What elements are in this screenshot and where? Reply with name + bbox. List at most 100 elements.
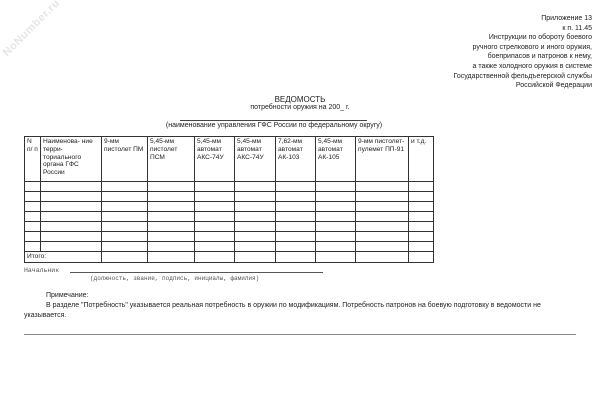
table-cell xyxy=(275,251,316,263)
table-cell xyxy=(147,201,195,212)
total-label: Итого: xyxy=(24,251,102,263)
table-cell xyxy=(315,201,356,212)
table-cell xyxy=(234,181,276,192)
table-cell xyxy=(315,191,356,202)
table-header-row: N п/ п Наименова- ние терри- ториального… xyxy=(24,136,434,182)
table-cell xyxy=(101,251,148,263)
table-cell xyxy=(101,211,148,222)
column-header: N п/ п xyxy=(24,136,41,182)
table-cell xyxy=(234,211,276,222)
table-cell xyxy=(194,231,235,242)
table-cell xyxy=(315,241,356,252)
table-cell xyxy=(234,251,276,263)
table-cell xyxy=(194,191,235,202)
table-cell xyxy=(234,201,276,212)
table-row xyxy=(24,221,434,232)
document-title: ВЕДОМОСТЬ xyxy=(274,95,326,104)
org-name-line xyxy=(180,120,367,121)
table-cell xyxy=(147,191,195,202)
appendix-reference: Приложение 13 к п. 11.45 Инструкции по о… xyxy=(454,14,592,91)
table-cell xyxy=(24,201,41,212)
table-cell xyxy=(355,251,409,263)
table-cell xyxy=(147,231,195,242)
table-cell xyxy=(234,241,276,252)
appendix-line: к п. 11.45 xyxy=(562,24,592,32)
table-cell xyxy=(24,241,41,252)
table-cell xyxy=(147,211,195,222)
appendix-line: ручного стрелкового и иного оружия, xyxy=(472,43,592,51)
table-cell xyxy=(275,191,316,202)
column-header: 5,45-мм автомат АКС-74У xyxy=(194,136,235,182)
table-cell xyxy=(147,181,195,192)
column-header: 7,62-мм автомат АК-103 xyxy=(275,136,316,182)
table-cell xyxy=(275,201,316,212)
table-cell xyxy=(101,241,148,252)
table-cell xyxy=(315,221,356,232)
table-cell xyxy=(194,241,235,252)
table-cell xyxy=(147,221,195,232)
table-cell xyxy=(408,251,434,263)
table-cell xyxy=(275,241,316,252)
table-cell xyxy=(275,221,316,232)
document-subtitle: потребности оружия на 200_ г. xyxy=(250,104,350,111)
table-cell xyxy=(101,181,148,192)
table-cell xyxy=(355,231,409,242)
table-cell xyxy=(194,221,235,232)
table-row xyxy=(24,241,434,252)
column-header: 9-мм пистолет ПМ xyxy=(101,136,148,182)
table-cell xyxy=(24,221,41,232)
table-cell xyxy=(24,211,41,222)
table-cell xyxy=(315,211,356,222)
table-cell xyxy=(234,221,276,232)
column-header: Наименова- ние терри- ториального органа… xyxy=(40,136,102,182)
table-cell xyxy=(40,201,102,212)
table-cell xyxy=(275,211,316,222)
org-name-caption: (наименование управления ГФС России по ф… xyxy=(165,122,383,129)
table-cell xyxy=(101,231,148,242)
table-cell xyxy=(408,201,434,212)
table-row xyxy=(24,191,434,202)
bottom-divider xyxy=(24,334,576,335)
table-row xyxy=(24,231,434,242)
table-row xyxy=(24,181,434,192)
table-cell xyxy=(275,181,316,192)
table-cell xyxy=(24,181,41,192)
table-cell xyxy=(40,181,102,192)
table-row xyxy=(24,211,434,222)
note-text: В разделе "Потребность" указывается реал… xyxy=(24,302,541,319)
column-header: 9-мм пистолет- пулемет ПП-91 xyxy=(355,136,409,182)
signature-caption: (должность, звание, подпись, инициалы, ф… xyxy=(90,275,260,282)
table-cell xyxy=(101,191,148,202)
appendix-line: Российской Федерации xyxy=(515,82,592,90)
table-cell xyxy=(147,241,195,252)
appendix-line: Приложение 13 xyxy=(541,15,592,22)
table-cell xyxy=(315,231,356,242)
table-cell xyxy=(408,191,434,202)
appendix-line: Инструкции по обороту боевого xyxy=(488,34,592,42)
table-cell xyxy=(194,201,235,212)
total-row: Итого: xyxy=(24,251,434,263)
column-header: 5,45-мм пистолет ПСМ xyxy=(147,136,195,182)
table-cell xyxy=(408,211,434,222)
table-cell xyxy=(40,221,102,232)
column-header: 5,45-мм автомат АК-105 xyxy=(315,136,356,182)
table-cell xyxy=(194,181,235,192)
table-row xyxy=(24,201,434,212)
column-header: 5,45-мм автомат АКС-74У xyxy=(234,136,276,182)
table-cell xyxy=(40,231,102,242)
column-header: и т.д. xyxy=(408,136,434,182)
table-cell xyxy=(234,191,276,202)
table-cell xyxy=(194,211,235,222)
table-cell xyxy=(275,231,316,242)
table-cell xyxy=(408,241,434,252)
signature-label: Начальник xyxy=(24,267,60,274)
appendix-line: Государственной фельдъегерской службы xyxy=(453,72,592,80)
table-cell xyxy=(147,251,195,263)
table-cell xyxy=(40,191,102,202)
table-cell xyxy=(101,221,148,232)
table-cell xyxy=(355,201,409,212)
table-cell xyxy=(234,231,276,242)
table-cell xyxy=(101,201,148,212)
table-cell xyxy=(408,181,434,192)
weapons-table: N п/ п Наименова- ние терри- ториального… xyxy=(24,136,434,263)
